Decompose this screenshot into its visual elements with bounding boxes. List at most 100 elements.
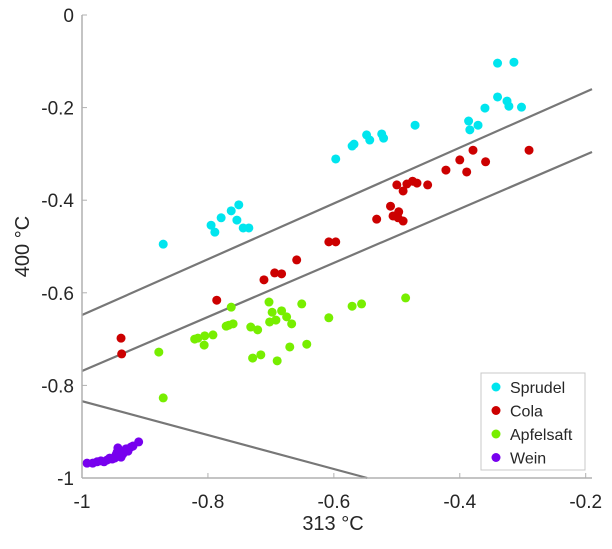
apfelsaft-point	[154, 347, 164, 357]
apfelsaft-point	[357, 299, 367, 309]
apfelsaft-point	[199, 340, 209, 350]
apfelsaft-point	[200, 331, 210, 341]
apfelsaft-point	[347, 301, 357, 311]
sprudel-point	[516, 102, 526, 112]
legend-marker	[491, 382, 501, 392]
boundary-lines	[81, 88, 593, 480]
apfelsaft-point	[221, 321, 231, 331]
legend: Sprudel Cola Apfelsaft Wein	[480, 372, 586, 471]
sprudel-point	[480, 103, 490, 113]
sprudel-point	[410, 120, 420, 130]
sprudel-point	[216, 213, 226, 223]
sprudel-point	[473, 120, 483, 130]
wein-point	[113, 443, 123, 453]
legend-marker	[491, 429, 501, 439]
sprudel-point	[158, 239, 168, 249]
series-wein	[82, 437, 144, 468]
cola-point	[386, 201, 396, 211]
x-tick-label: -0.2	[569, 492, 602, 513]
cola-point	[116, 333, 126, 343]
legend-item-wein: Wein	[491, 451, 546, 468]
apfelsaft-point	[287, 319, 297, 329]
sprudel-point	[493, 92, 503, 102]
boundary-1-line	[81, 88, 593, 317]
cola-point	[441, 165, 451, 175]
cola-point	[462, 167, 472, 177]
cola-point	[270, 268, 280, 278]
y-tick-label: -0.6	[41, 284, 74, 305]
apfelsaft-point	[277, 306, 287, 316]
cola-point	[259, 275, 269, 285]
sprudel-point	[331, 154, 341, 164]
cola-point	[402, 179, 412, 189]
cola-point	[412, 178, 422, 188]
cola-point	[277, 269, 287, 279]
x-tick-label: -1	[74, 492, 91, 513]
wein-point	[134, 437, 144, 447]
data-points	[82, 57, 534, 468]
sprudel-point	[206, 220, 216, 230]
apfelsaft-point	[264, 297, 274, 307]
y-tick-label: -0.2	[41, 99, 74, 120]
apfelsaft-point	[265, 317, 275, 327]
apfelsaft-point	[246, 322, 256, 332]
cola-point	[212, 295, 222, 305]
sprudel-point	[509, 57, 519, 67]
y-tick-label: -1	[57, 469, 74, 490]
legend-label: Wein	[510, 451, 546, 468]
x-tick-label: -0.4	[443, 492, 476, 513]
cola-point	[524, 145, 534, 155]
legend-label: Cola	[510, 404, 543, 421]
apfelsaft-point	[324, 313, 334, 323]
series-cola	[116, 145, 534, 359]
boundary-2-line	[81, 151, 593, 373]
x-ticks: -1 -0.8 -0.6 -0.4 -0.2	[74, 473, 602, 513]
apfelsaft-point	[256, 350, 266, 360]
sprudel-point	[234, 200, 244, 210]
axes: -1 -0.8 -0.6 -0.4 -0.2 0 -0.2 -0.4 -0.6 -0.8 -1 3…	[12, 6, 602, 535]
cola-point	[331, 237, 341, 247]
apfelsaft-point	[248, 353, 258, 363]
sprudel-point	[465, 125, 475, 135]
apfelsaft-point	[267, 307, 277, 317]
apfelsaft-point	[297, 299, 307, 309]
x-axis-label: 313 °C	[302, 513, 363, 535]
y-axis-label: 400 °C	[12, 216, 34, 277]
sprudel-point	[232, 215, 242, 225]
cola-point	[468, 145, 478, 155]
sprudel-point	[365, 135, 375, 145]
y-tick-label: 0	[63, 6, 74, 27]
sprudel-point	[244, 223, 254, 233]
cola-point	[398, 216, 408, 226]
sprudel-point	[464, 116, 474, 126]
boundary-3-line	[81, 400, 368, 480]
legend-item-cola: Cola	[491, 404, 543, 421]
apfelsaft-point	[272, 356, 282, 366]
y-ticks: 0 -0.2 -0.4 -0.6 -0.8 -1	[41, 6, 87, 490]
apfelsaft-point	[208, 330, 218, 340]
apfelsaft-point	[285, 342, 295, 352]
series-sprudel	[158, 57, 526, 249]
cola-point	[398, 186, 408, 196]
legend-item-sprudel: Sprudel	[491, 380, 565, 397]
x-tick-label: -0.6	[317, 492, 350, 513]
cola-point	[372, 214, 382, 224]
apfelsaft-point	[253, 325, 263, 335]
cola-point	[392, 180, 402, 190]
sprudel-point	[226, 206, 236, 216]
cola-point	[423, 180, 433, 190]
legend-label: Apfelsaft	[510, 427, 573, 444]
sprudel-point	[504, 101, 514, 111]
y-tick-label: -0.4	[41, 191, 74, 212]
sprudel-point	[493, 58, 503, 68]
legend-marker	[491, 453, 501, 462]
cola-point	[117, 349, 127, 359]
apfelsaft-point	[302, 339, 312, 349]
legend-label: Sprudel	[510, 380, 565, 397]
x-tick-label: -0.8	[192, 492, 225, 513]
apfelsaft-point	[282, 312, 292, 322]
cola-point	[481, 157, 491, 167]
series-apfelsaft	[154, 293, 411, 403]
cola-point	[455, 155, 465, 165]
